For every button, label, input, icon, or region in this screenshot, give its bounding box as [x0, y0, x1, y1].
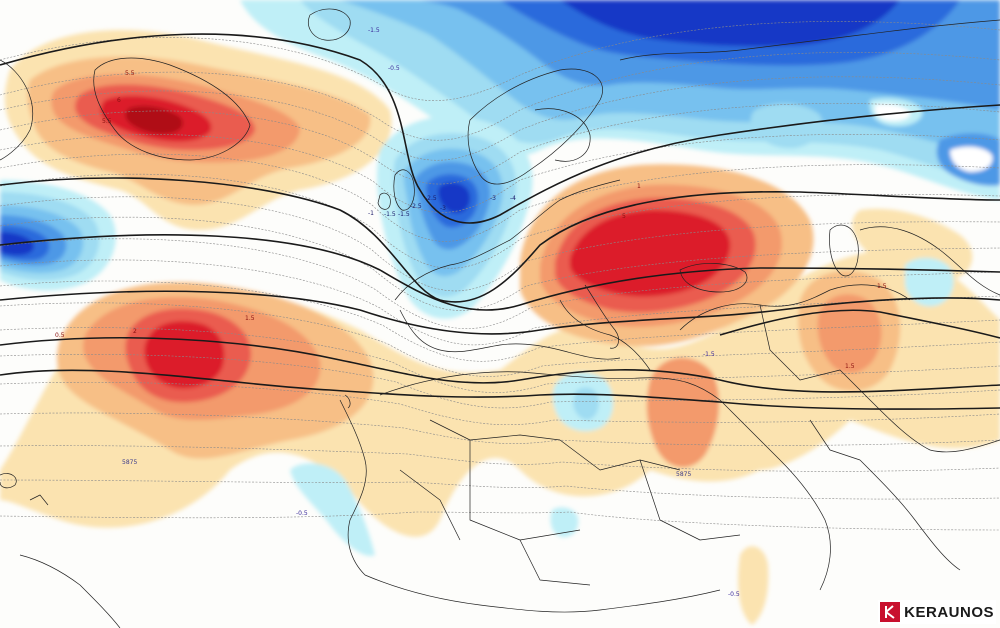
keraunos-logo-icon	[880, 602, 901, 622]
label-cold-north: -1.5	[368, 27, 380, 34]
geopotential-height-lines	[0, 33, 1000, 410]
label-warm-greenland-2: 6	[117, 97, 121, 104]
thickness-contours	[0, 21, 1000, 531]
keraunos-logo-text: KERAUNOS	[904, 603, 994, 621]
label-warm-greenland-1: 5.5	[125, 70, 135, 77]
label-warm-europe-2: 1	[637, 183, 641, 190]
label-cold-trough-8: -3	[440, 205, 446, 212]
label-cold-trough-5: -2.5	[425, 195, 437, 202]
label-warm-west: 0.5	[55, 332, 65, 339]
label-cold-trough-7: -4	[510, 195, 516, 202]
label-warm-mideast: 1.5	[845, 363, 855, 370]
label-warm-atlantic: 2	[133, 328, 137, 335]
label-cold-trough-6: -3	[490, 195, 496, 202]
coastlines-and-borders	[0, 8, 1000, 628]
label-cold-trough-2: -1.5	[384, 211, 396, 218]
label-warm-greenland-3: 5.5	[102, 118, 112, 125]
label-height-east: 5875	[676, 471, 691, 478]
anomaly-value-labels: 5.5 6 5.5 2 1.5 5 1 1.5 0.5 1.5 -1.5 -0.…	[55, 27, 887, 598]
label-cold-trough-3: -1.5	[398, 211, 410, 218]
label-cold-trough-4: -2.5	[410, 203, 422, 210]
label-cold-trough-1: -1	[368, 210, 374, 217]
label-warm-atlantic-2: 1.5	[245, 315, 255, 322]
label-warm-europe: 5	[622, 213, 626, 220]
label-height-west: 5875	[122, 459, 137, 466]
label-warm-east: 1.5	[877, 283, 887, 290]
label-cold-north-2: -0.5	[388, 65, 400, 72]
label-cold-eafrica: -0.5	[728, 591, 740, 598]
label-cold-libya: -1.5	[703, 351, 715, 358]
keraunos-logo: KERAUNOS	[878, 600, 996, 624]
label-cold-africa: -0.5	[296, 510, 308, 517]
